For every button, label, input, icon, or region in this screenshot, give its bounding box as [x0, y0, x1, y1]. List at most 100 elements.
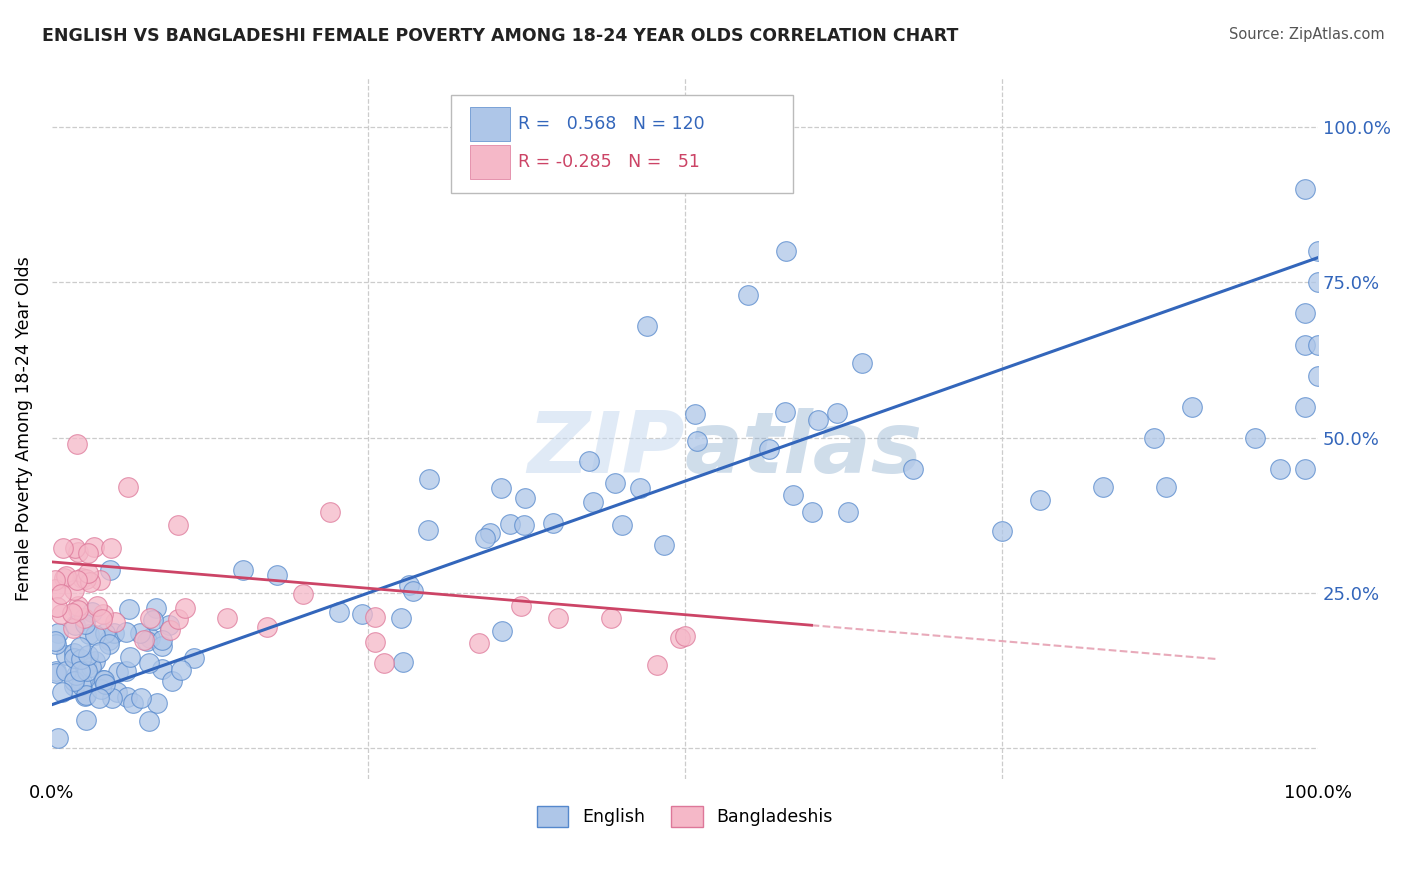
- Point: [138, 714, 160, 729]
- Point: [1243, 431, 1265, 445]
- Point: [139, 631, 162, 645]
- Point: [775, 244, 797, 259]
- Point: [652, 538, 675, 552]
- Point: [499, 516, 522, 531]
- Point: [468, 636, 491, 650]
- Point: [737, 288, 759, 302]
- Point: [266, 568, 288, 582]
- Point: [139, 611, 162, 625]
- Point: [98, 637, 121, 651]
- Point: [128, 626, 150, 640]
- Point: [69, 651, 91, 665]
- Point: [55, 664, 77, 678]
- Point: [46, 731, 69, 745]
- Point: [150, 640, 173, 654]
- Point: [160, 674, 183, 689]
- Point: [491, 624, 513, 639]
- Point: [215, 611, 238, 625]
- Point: [93, 673, 115, 687]
- Point: [136, 633, 159, 648]
- Point: [52, 541, 75, 556]
- Point: [510, 599, 533, 613]
- Point: [578, 454, 600, 468]
- Point: [129, 691, 152, 706]
- FancyBboxPatch shape: [470, 107, 510, 141]
- Point: [416, 523, 439, 537]
- Point: [1295, 400, 1317, 414]
- Point: [1295, 461, 1317, 475]
- Point: [807, 413, 830, 427]
- Point: [67, 599, 90, 614]
- Point: [82, 605, 104, 619]
- Point: [75, 572, 97, 586]
- Point: [489, 481, 512, 495]
- Point: [87, 691, 110, 706]
- Point: [77, 648, 100, 662]
- Point: [157, 618, 180, 632]
- Point: [76, 664, 98, 678]
- Point: [89, 645, 111, 659]
- Point: [645, 658, 668, 673]
- Point: [45, 665, 67, 680]
- Point: [75, 659, 97, 673]
- Point: [44, 634, 66, 648]
- Point: [69, 665, 91, 679]
- Point: [83, 540, 105, 554]
- Point: [70, 571, 93, 585]
- Point: [91, 612, 114, 626]
- Point: [94, 677, 117, 691]
- Point: [69, 640, 91, 654]
- Point: [107, 685, 129, 699]
- Point: [138, 656, 160, 670]
- Point: [1268, 461, 1291, 475]
- Point: [117, 480, 139, 494]
- Point: [350, 607, 373, 621]
- Point: [1091, 480, 1114, 494]
- Point: [63, 674, 86, 689]
- Point: [104, 615, 127, 629]
- Point: [63, 679, 86, 693]
- Point: [73, 610, 96, 624]
- Point: [132, 632, 155, 647]
- Point: [73, 616, 96, 631]
- Point: [84, 654, 107, 668]
- Point: [582, 495, 605, 509]
- Point: [628, 481, 651, 495]
- Point: [103, 626, 125, 640]
- Point: [63, 582, 86, 597]
- Point: [1295, 337, 1317, 351]
- Point: [150, 632, 173, 647]
- Point: [547, 611, 569, 625]
- Point: [45, 636, 67, 650]
- Point: [51, 607, 73, 621]
- Point: [600, 611, 623, 625]
- Point: [758, 442, 780, 456]
- Point: [773, 405, 796, 419]
- Point: [1180, 400, 1202, 414]
- Point: [45, 599, 67, 614]
- Point: [65, 541, 87, 555]
- Point: [115, 664, 138, 678]
- Point: [1154, 480, 1177, 494]
- Point: [800, 505, 823, 519]
- Point: [319, 505, 342, 519]
- Point: [63, 651, 86, 665]
- Point: [75, 713, 97, 727]
- Point: [115, 690, 138, 704]
- Point: [515, 491, 537, 505]
- Point: [84, 628, 107, 642]
- Point: [167, 517, 190, 532]
- Point: [69, 678, 91, 692]
- Legend: English, Bangladeshis: English, Bangladeshis: [530, 798, 839, 834]
- Point: [75, 690, 97, 704]
- Point: [901, 461, 924, 475]
- Point: [610, 517, 633, 532]
- Point: [67, 545, 90, 559]
- Point: [373, 656, 395, 670]
- Point: [141, 613, 163, 627]
- Point: [55, 569, 77, 583]
- Point: [90, 681, 112, 696]
- Point: [541, 516, 564, 530]
- Point: [49, 587, 72, 601]
- Point: [91, 607, 114, 622]
